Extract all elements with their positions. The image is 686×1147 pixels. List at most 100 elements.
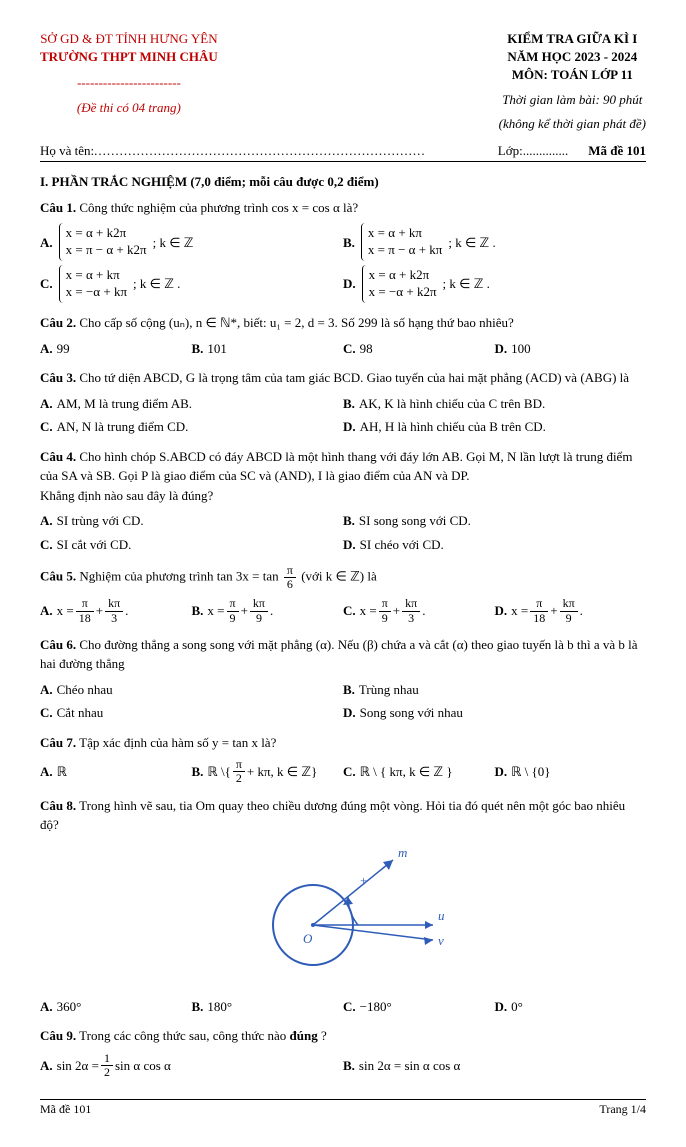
q4-opt-b: B.SI song song với CD.	[343, 509, 646, 533]
q9-text: Trong các công thức sau, công thức nào	[79, 1028, 289, 1043]
opt-text: Cắt nhau	[57, 703, 104, 723]
q6-opt-a: A.Chéo nhau	[40, 678, 343, 702]
q6-text: Cho đường thẳng a song song với mặt phẳn…	[40, 637, 638, 672]
opt-letter: C.	[40, 703, 53, 723]
section-1: I. PHẦN TRẮC NGHIỆM (7,0 điểm; mỗi câu đ…	[40, 174, 646, 190]
q5-text-a: Nghiệm của phương trình tan 3x = tan	[79, 569, 282, 584]
origin-dot	[311, 923, 315, 927]
q3-label: Câu 3.	[40, 370, 76, 385]
q9-options: A. sin 2α = 12 sin α cos α B.sin 2α = si…	[40, 1050, 646, 1081]
num: π	[76, 597, 94, 611]
question-6: Câu 6. Cho đường thẳng a song song với m…	[40, 635, 646, 725]
opt-text: ℝ \ {0}	[511, 762, 550, 782]
den: 9	[379, 612, 391, 625]
den: 3	[105, 612, 123, 625]
q5-label: Câu 5.	[40, 569, 76, 584]
dept: SỞ GD & ĐT TỈNH HƯNG YÊN	[40, 30, 218, 48]
frac: 12	[101, 1052, 113, 1079]
q1-text: Công thức nghiệm của phương trình cos x …	[79, 200, 358, 215]
exam-duration-note: (không kể thời gian phát đề)	[499, 115, 646, 133]
q3-opt-b: B.AK, K là hình chiếu của C trên BD.	[343, 392, 646, 416]
opt-letter: C.	[40, 417, 53, 437]
opt-text: ℝ \ { kπ, k ∈ ℤ }	[360, 762, 453, 782]
num: π	[233, 758, 245, 772]
q3-opt-c: C.AN, N là trung điểm CD.	[40, 415, 343, 439]
label-plus: +	[360, 873, 367, 888]
opt-letter: C.	[40, 535, 53, 555]
opt-letter: A.	[40, 511, 53, 531]
frac: kπ9	[560, 597, 578, 624]
q3-options: A.AM, M là trung điểm AB. B.AK, K là hìn…	[40, 392, 646, 439]
q7-opt-b: B. ℝ \ { π2 + kπ, k ∈ ℤ }	[192, 756, 344, 787]
opt-letter: C.	[343, 601, 356, 621]
q6-opt-b: B.Trùng nhau	[343, 678, 646, 702]
name-row: Họ và tên: .............................…	[40, 143, 646, 162]
opt-text: −180°	[360, 997, 392, 1017]
opt-text: 98	[360, 339, 373, 359]
opt-text: 100	[511, 339, 531, 359]
q7-opt-d: D.ℝ \ {0}	[495, 756, 647, 787]
frac: π2	[233, 758, 245, 785]
eq: x =	[57, 601, 74, 621]
opt-letter: B.	[192, 762, 204, 782]
eq: x =	[511, 601, 528, 621]
den: 9	[250, 612, 268, 625]
q5-options: A. x = π18 + kπ3 . B. x = π9 + kπ9 . C. …	[40, 595, 646, 626]
frac: π18	[530, 597, 548, 624]
opt-text: SI song song với CD.	[359, 511, 471, 531]
q1-opt-a: A. x = α + k2π x = π − α + k2π ; k ∈ ℤ	[40, 221, 343, 263]
q6-options: A.Chéo nhau B.Trùng nhau C.Cắt nhau D.So…	[40, 678, 646, 725]
dot: .	[270, 601, 273, 621]
opt-letter: D.	[495, 601, 508, 621]
name-label: Họ và tên:	[40, 143, 94, 159]
q1-opt-d: D. x = α + k2π x = −α + k2π ; k ∈ ℤ .	[343, 263, 646, 305]
q2-opt-b: B.101	[192, 337, 344, 361]
opt-text: SI trùng với CD.	[57, 511, 144, 531]
q5-opt-d: D. x = π18 + kπ9 .	[495, 595, 647, 626]
opt-text: 180°	[207, 997, 232, 1017]
label-m: m	[398, 845, 407, 860]
den: 9	[227, 612, 239, 625]
opt-text: ℝ	[57, 762, 67, 782]
opt-text: Song song với nhau	[360, 703, 463, 723]
frac: π6	[284, 564, 296, 591]
cond: ; k ∈ ℤ .	[133, 274, 180, 294]
q6-opt-d: D.Song song với nhau	[343, 701, 646, 725]
line: x = α + k2π	[369, 267, 437, 284]
line: x = α + kπ	[368, 225, 442, 242]
q5-opt-c: C. x = π9 + kπ3 .	[343, 595, 495, 626]
pre: sin 2α =	[57, 1056, 99, 1076]
exam-subject: MÔN: TOÁN LỚP 11	[499, 66, 646, 84]
opt-letter: D.	[495, 997, 508, 1017]
frac: kπ9	[250, 597, 268, 624]
footer-page: Trang 1/4	[599, 1102, 646, 1117]
opt-letter: C.	[40, 274, 53, 294]
q1-opt-b: B. x = α + kπ x = π − α + kπ ; k ∈ ℤ .	[343, 221, 646, 263]
question-1: Câu 1. Công thức nghiệm của phương trình…	[40, 198, 646, 305]
ray-v	[313, 925, 433, 940]
opt-letter: A.	[40, 1056, 53, 1076]
opt-letter: A.	[40, 680, 53, 700]
lbrace: {	[225, 762, 231, 782]
num: π	[284, 564, 296, 578]
q2-options: A.99 B.101 C.98 D.100	[40, 337, 646, 361]
opt-text: Chéo nhau	[57, 680, 113, 700]
opt-text: AM, M là trung điểm AB.	[57, 394, 192, 414]
q9-qmark: ?	[321, 1028, 327, 1043]
opt-letter: D.	[343, 274, 356, 294]
opt-letter: A.	[40, 339, 53, 359]
school: TRƯỜNG THPT MINH CHÂU	[40, 48, 218, 66]
q3-text: Cho tứ diện ABCD, G là trọng tâm của tam…	[79, 370, 629, 385]
header-left: SỞ GD & ĐT TỈNH HƯNG YÊN TRƯỜNG THPT MIN…	[40, 30, 218, 133]
line: x = α + k2π	[66, 225, 147, 242]
q9-opt-b: B.sin 2α = sin α cos α	[343, 1050, 646, 1081]
den: 18	[530, 612, 548, 625]
q7-text: Tập xác định của hàm số y = tan x là?	[79, 735, 276, 750]
q3-opt-a: A.AM, M là trung điểm AB.	[40, 392, 343, 416]
q1-options: A. x = α + k2π x = π − α + k2π ; k ∈ ℤ B…	[40, 221, 646, 305]
opt-letter: D.	[343, 703, 356, 723]
exam-year: NĂM HỌC 2023 - 2024	[499, 48, 646, 66]
question-3: Câu 3. Cho tứ diện ABCD, G là trọng tâm …	[40, 368, 646, 439]
opt-letter: A.	[40, 762, 53, 782]
opt-text: 360°	[57, 997, 82, 1017]
